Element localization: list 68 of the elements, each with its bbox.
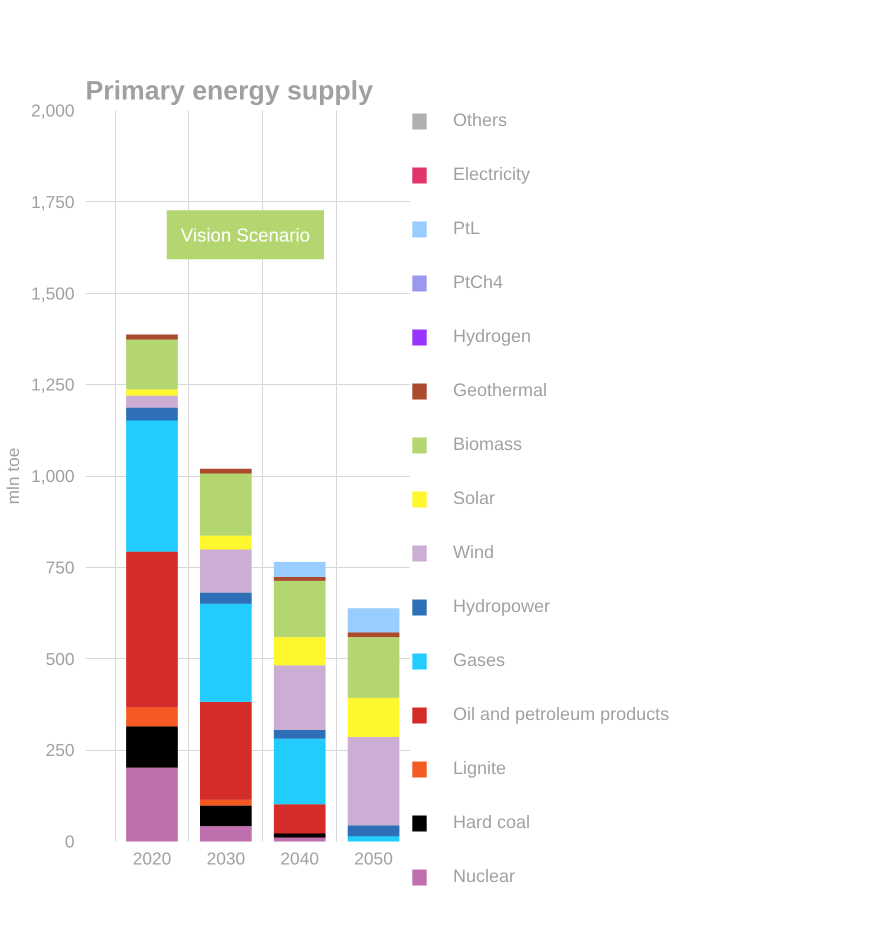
- x-tick-label: 2050: [354, 848, 393, 868]
- bar: [348, 825, 400, 836]
- bar: [274, 837, 326, 842]
- bar: [126, 726, 178, 768]
- y-axis-title: mln toe: [3, 448, 24, 504]
- x-tick-label: 2020: [132, 848, 172, 868]
- bar: [274, 637, 326, 666]
- legend-label: Hydropower: [453, 596, 550, 617]
- bar: [274, 562, 326, 577]
- y-tick-label: 750: [46, 557, 75, 578]
- bar: [200, 604, 252, 702]
- legend-label: Nuclear: [453, 866, 516, 887]
- legend-label: Lignite: [453, 758, 506, 779]
- y-tick-label: 250: [46, 740, 75, 760]
- legend-label: Others: [453, 110, 508, 131]
- bar: [200, 702, 252, 800]
- bar: [348, 736, 400, 826]
- bar: [348, 608, 400, 632]
- x-tick-label: 2040: [280, 848, 319, 868]
- legend-label: Biomass: [453, 434, 522, 455]
- bar: [348, 836, 400, 842]
- bar: [348, 637, 400, 698]
- bar: [126, 340, 178, 390]
- legend-label: Wind: [453, 542, 494, 563]
- bar: [126, 389, 178, 396]
- bar: [200, 536, 252, 550]
- legend-label: Gases: [453, 650, 506, 671]
- bar: [126, 408, 178, 420]
- bar: [200, 806, 252, 826]
- bar: [274, 665, 326, 730]
- bar: [200, 800, 252, 806]
- y-tick-label: 1,500: [31, 283, 75, 304]
- y-tick-label: 0: [64, 832, 75, 852]
- y-tick-label: 1,000: [31, 466, 75, 486]
- bar: [348, 698, 400, 737]
- bar: [126, 396, 178, 408]
- bar: [126, 334, 178, 340]
- bar: [200, 468, 252, 474]
- bar: [200, 473, 252, 536]
- legend-label: Hard coal: [453, 812, 530, 833]
- bar: [200, 549, 252, 593]
- x-tick-label: 2030: [206, 848, 246, 868]
- bar: [126, 420, 178, 552]
- bar: [200, 592, 252, 604]
- bar: [274, 576, 326, 581]
- legend-label: PtL: [453, 218, 480, 239]
- annotation: Vision Scenario: [180, 224, 310, 246]
- bar: [274, 804, 326, 834]
- y-tick-label: 1,750: [31, 192, 75, 212]
- chart-title: Primary energy supply: [86, 76, 374, 106]
- legend-label: Solar: [453, 488, 496, 509]
- bar: [274, 833, 326, 838]
- y-tick-label: 2,000: [31, 100, 75, 120]
- legend-label: Hydrogen: [453, 326, 532, 347]
- legend-label: Oil and petroleum products: [453, 704, 670, 725]
- bar: [126, 768, 178, 842]
- bar: [274, 738, 326, 804]
- y-tick-label: 1,250: [31, 374, 75, 395]
- legend-label: Geothermal: [453, 380, 548, 401]
- bar: [348, 632, 400, 638]
- bar: [274, 580, 326, 638]
- legend-label: PtCh4: [453, 272, 504, 293]
- bar: [274, 730, 326, 739]
- bar: [200, 826, 252, 842]
- legend-label: Electricity: [453, 164, 530, 185]
- y-tick-label: 500: [46, 648, 75, 669]
- bar: [126, 707, 178, 726]
- bar: [126, 552, 178, 708]
